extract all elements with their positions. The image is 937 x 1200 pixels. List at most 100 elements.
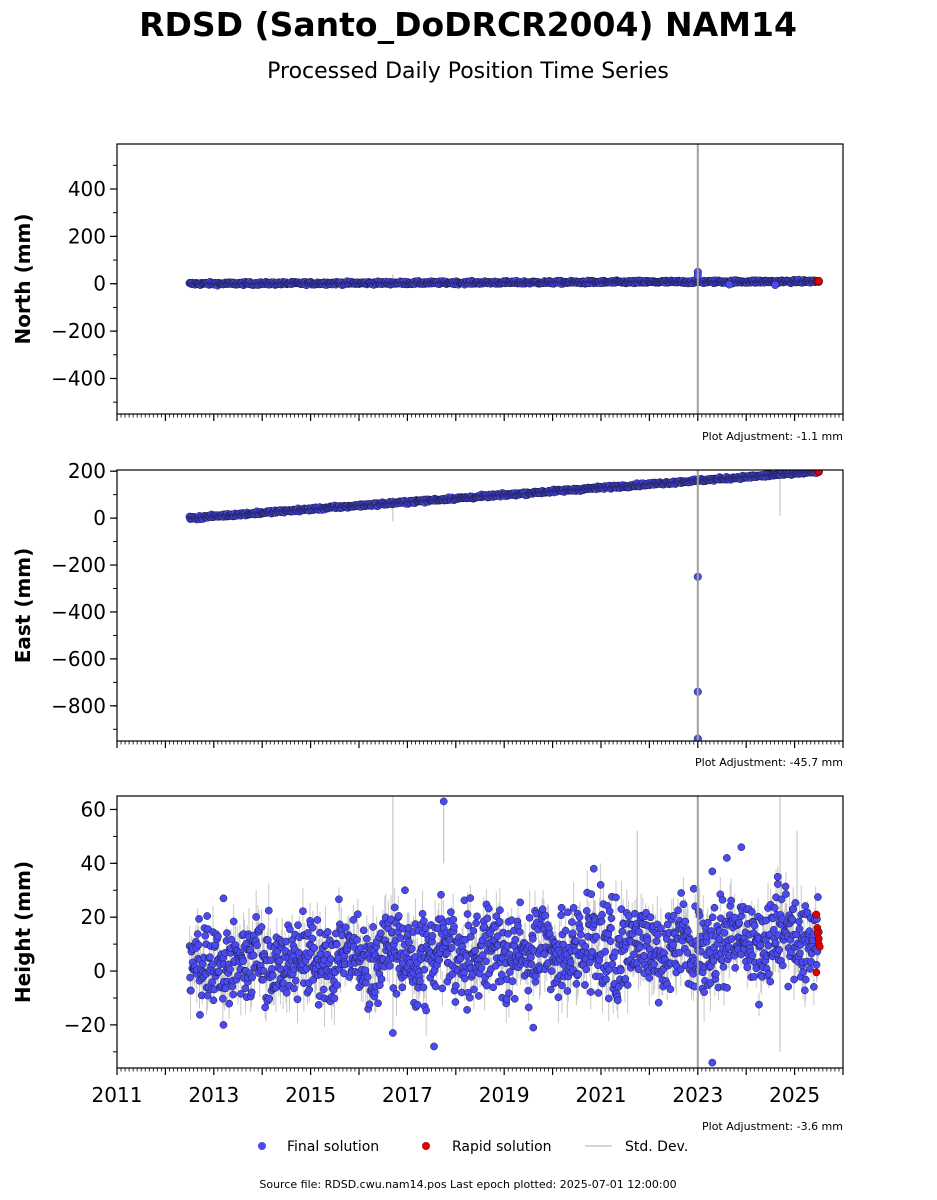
- final-point: [326, 955, 335, 963]
- final-point: [587, 890, 596, 899]
- final-point: [431, 982, 440, 991]
- final-point: [392, 990, 401, 998]
- final-point: [416, 977, 424, 986]
- final-point: [582, 965, 591, 974]
- final-point: [282, 988, 291, 997]
- final-point: [290, 984, 298, 993]
- final-point: [480, 922, 489, 931]
- final-point: [428, 932, 437, 940]
- final-point: [689, 884, 698, 893]
- final-point: [252, 913, 261, 921]
- final-point: [340, 969, 348, 978]
- final-point: [229, 917, 238, 926]
- final-point: [214, 967, 223, 976]
- final-point: [652, 937, 661, 946]
- final-point: [323, 928, 332, 936]
- final-point: [594, 989, 603, 997]
- rapid-solution-points: [813, 470, 823, 476]
- final-point: [546, 985, 555, 994]
- final-point: [362, 935, 371, 943]
- final-point: [469, 926, 478, 935]
- y-tick-label: −400: [51, 366, 106, 390]
- final-point: [404, 923, 413, 932]
- final-point: [214, 932, 222, 941]
- final-point: [259, 975, 267, 984]
- final-point: [227, 935, 236, 944]
- final-point: [495, 917, 504, 926]
- y-tick-label: −200: [51, 553, 106, 577]
- final-point: [597, 917, 606, 926]
- final-point: [669, 940, 677, 949]
- final-point: [446, 935, 454, 944]
- final-point: [398, 983, 407, 992]
- final-point: [359, 926, 368, 935]
- final-point: [474, 992, 483, 1000]
- final-point: [569, 903, 578, 912]
- final-point: [257, 923, 266, 931]
- final-point: [203, 912, 211, 920]
- final-point: [237, 989, 245, 998]
- final-point: [605, 907, 614, 916]
- final-point: [225, 999, 234, 1008]
- final-point: [561, 926, 570, 935]
- final-point: [572, 979, 581, 988]
- final-point: [666, 985, 675, 994]
- y-tick-label: −600: [51, 647, 106, 671]
- final-point: [437, 890, 445, 899]
- final-point: [601, 947, 610, 956]
- final-point: [586, 988, 595, 996]
- final-point: [615, 935, 624, 943]
- final-point: [465, 993, 474, 1002]
- y-tick-label: 0: [93, 272, 106, 296]
- final-point: [524, 986, 533, 995]
- final-point: [209, 996, 218, 1005]
- final-point: [525, 913, 534, 922]
- final-point: [563, 908, 572, 917]
- final-point: [249, 951, 258, 960]
- final-point: [239, 957, 247, 966]
- final-point: [635, 943, 644, 952]
- final-point: [574, 970, 583, 978]
- final-point: [510, 994, 519, 1003]
- final-point: [201, 931, 210, 940]
- final-point: [310, 944, 319, 952]
- final-point: [607, 914, 616, 923]
- final-point: [582, 907, 591, 915]
- y-tick-label: −800: [51, 694, 106, 718]
- final-point: [643, 936, 652, 945]
- final-outlier-point: [725, 280, 734, 289]
- final-point: [394, 912, 403, 920]
- final-point: [617, 966, 625, 975]
- x-axis: [116, 741, 844, 748]
- rapid-solution-points: [813, 276, 823, 286]
- panel-north: −400 −200 0 200 400 North (mm) Plot Adjustment…: [11, 143, 844, 443]
- final-point: [612, 893, 620, 902]
- final-point: [413, 1001, 422, 1009]
- final-point: [515, 928, 524, 936]
- final-point: [369, 923, 377, 931]
- plot-adjustment-note: Plot Adjustment: -1.1 mm: [702, 430, 843, 443]
- final-point: [374, 999, 382, 1008]
- y-tick-label: 200: [68, 459, 106, 483]
- final-point: [592, 932, 601, 941]
- final-point: [617, 905, 626, 913]
- final-point: [447, 944, 456, 952]
- final-point: [435, 956, 444, 964]
- final-point: [618, 927, 627, 936]
- final-point: [489, 983, 498, 992]
- final-point: [496, 906, 504, 915]
- final-point: [377, 975, 386, 983]
- final-point: [361, 966, 370, 975]
- final-point: [497, 970, 506, 979]
- y-axis: −400 −200 0 200 400: [51, 164, 117, 403]
- plot-area: [185, 470, 823, 741]
- final-point: [639, 951, 648, 960]
- final-point: [608, 960, 617, 969]
- final-point: [268, 971, 277, 980]
- final-point: [333, 981, 341, 990]
- final-point: [365, 1000, 374, 1009]
- x-axis: [116, 414, 844, 421]
- final-point: [208, 978, 216, 987]
